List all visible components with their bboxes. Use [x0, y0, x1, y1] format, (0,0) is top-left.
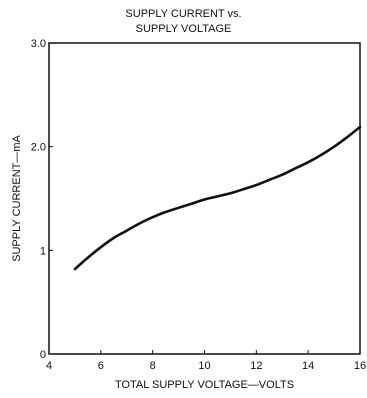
x-tick-label: 12 [250, 360, 262, 372]
y-axis-label: SUPPLY CURRENT—mA [11, 134, 23, 261]
y-tick-label: 3.0 [31, 38, 46, 50]
x-tick-label: 8 [150, 360, 156, 372]
chart-title-line-1: SUPPLY CURRENT vs. [125, 8, 242, 20]
x-tick-label: 6 [98, 360, 104, 372]
y-tick-label: 1 [40, 245, 46, 257]
y-tick-label: 0 [40, 349, 46, 361]
y-tick-label: 2.0 [31, 142, 46, 154]
x-axis-label: TOTAL SUPPLY VOLTAGE—VOLTS [115, 379, 294, 391]
x-tick-label: 10 [198, 360, 210, 372]
x-tick-label: 4 [46, 360, 52, 372]
x-tick-label: 14 [302, 360, 314, 372]
x-axis-ticks: 4 6 8 10 12 14 16 [46, 350, 366, 372]
series-line-supply-current [73, 125, 362, 271]
x-tick-label: 16 [354, 360, 366, 372]
chart-title-line-2: SUPPLY VOLTAGE [135, 23, 232, 35]
y-axis-ticks: 0 1 2.0 3.0 [31, 38, 53, 361]
